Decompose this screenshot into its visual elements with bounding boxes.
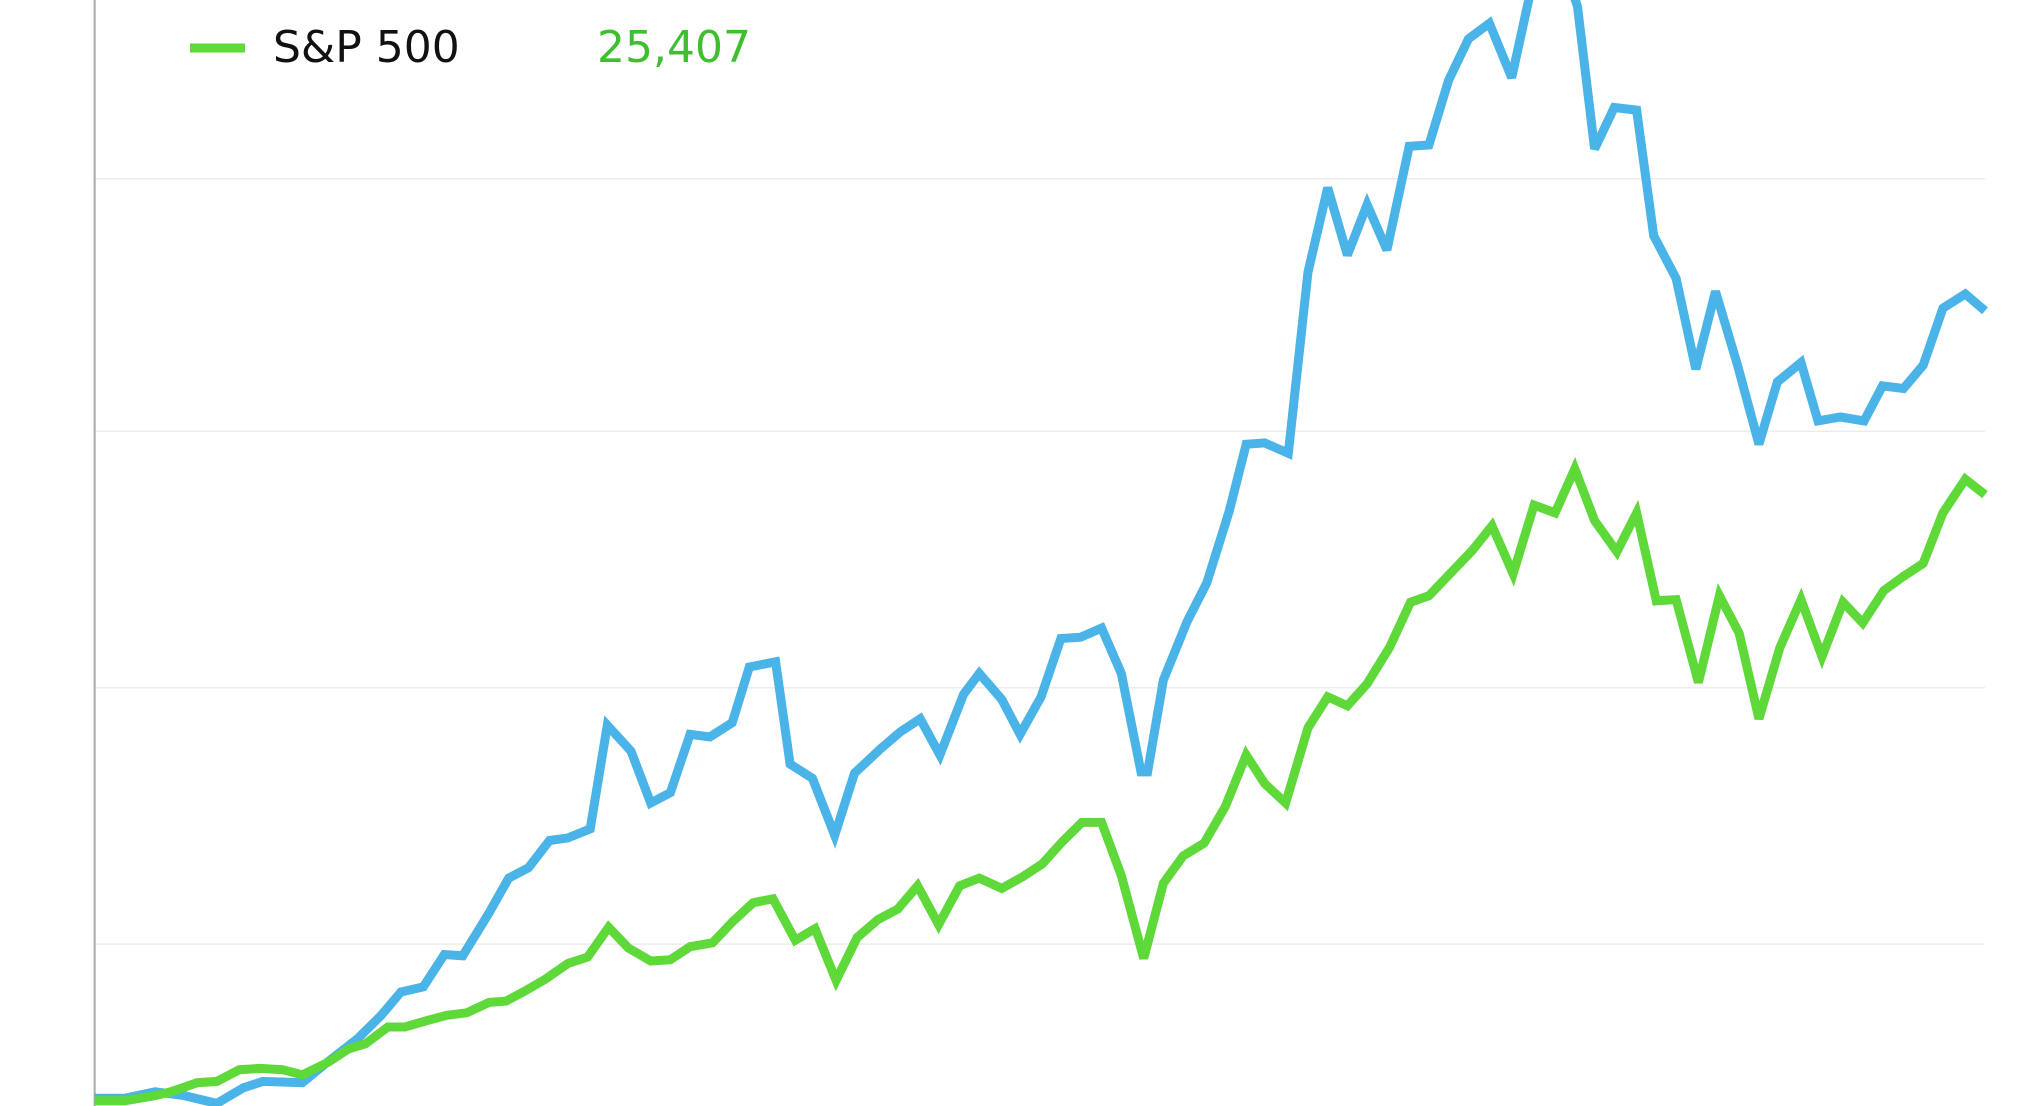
legend-value: 25,407: [597, 22, 751, 73]
legend-label: S&P 500: [273, 22, 460, 73]
series-line: [94, 0, 1988, 1106]
series-line: [94, 457, 1988, 1106]
